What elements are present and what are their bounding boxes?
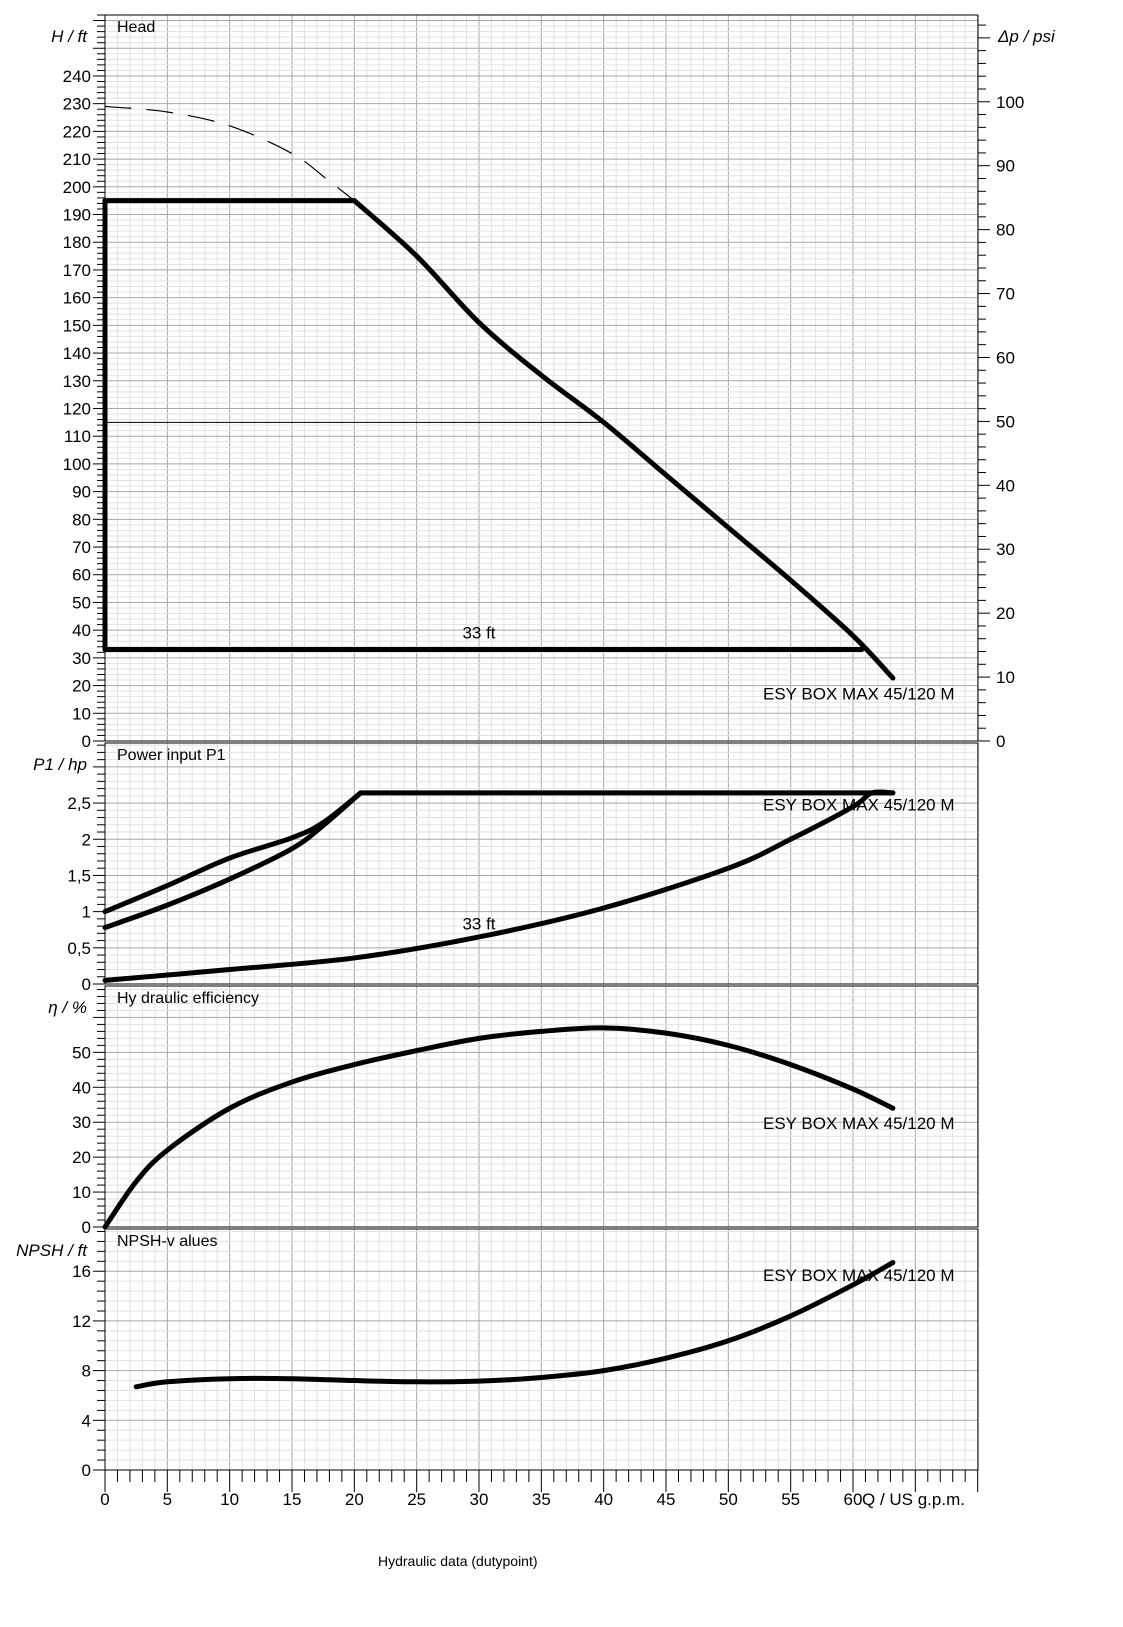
x-tick-label: 20 [345, 1490, 364, 1509]
curve-annotation: 33 ft [462, 915, 495, 934]
y-axis-label: P1 / hp [33, 755, 87, 774]
y-tick-label: 190 [63, 206, 91, 225]
y-tick-label: 180 [63, 233, 91, 252]
y-tick-label: 40 [72, 1078, 91, 1097]
x-tick-label: 5 [163, 1490, 172, 1509]
curve-esy-box-max-45-120-m-max-speed-extrapolated- [104, 105, 355, 202]
y-tick-label: 200 [63, 178, 91, 197]
y-tick-label: 50 [72, 593, 91, 612]
y-tick-label: 2 [82, 830, 91, 849]
panel-frame [104, 742, 979, 985]
y-tick-label: 70 [72, 538, 91, 557]
y-tick-label: 50 [72, 1043, 91, 1062]
y-tick-label: 30 [72, 649, 91, 668]
curve-33-ft [102, 789, 896, 983]
y-tick-label: 60 [72, 566, 91, 585]
right-y-tick-label: 30 [996, 540, 1015, 559]
y-tick-label: 12 [72, 1312, 91, 1331]
y-tick-label: 0,5 [67, 939, 91, 958]
curve-annotation: ESY BOX MAX 45/120 M [763, 1114, 955, 1133]
x-tick-label: 55 [781, 1490, 800, 1509]
y-tick-label: 0 [82, 1461, 91, 1480]
y-tick-label: 1 [82, 903, 91, 922]
y-tick-label: 160 [63, 289, 91, 308]
y-tick-label: 100 [63, 455, 91, 474]
curve-annotation: 33 ft [462, 623, 495, 642]
y-tick-label: 20 [72, 677, 91, 696]
y-tick-label: 10 [72, 1183, 91, 1202]
panel-title: Hy draulic efficiency [117, 990, 259, 1007]
y-axis-label: η / % [48, 998, 87, 1017]
curve-annotation: ESY BOX MAX 45/120 M [763, 684, 955, 703]
curve-esy-box-max-45-120-m [133, 1260, 896, 1390]
curve-annotation: ESY BOX MAX 45/120 M [763, 1266, 955, 1285]
x-tick-label: 15 [283, 1490, 302, 1509]
y-tick-label: 40 [72, 621, 91, 640]
y-tick-label: 0 [82, 975, 91, 994]
y-tick-label: 110 [64, 427, 91, 446]
y-tick-label: 230 [63, 95, 91, 114]
y-tick-label: 16 [72, 1262, 91, 1281]
x-tick-label: 25 [407, 1490, 426, 1509]
right-y-tick-label: 60 [996, 348, 1015, 367]
curve-lower [102, 790, 364, 931]
y-tick-label: 4 [82, 1411, 91, 1430]
curve-annotation: ESY BOX MAX 45/120 M [763, 795, 955, 814]
right-y-tick-label: 40 [996, 476, 1015, 495]
right-y-tick-label: 10 [996, 668, 1015, 687]
y-tick-label: 30 [72, 1113, 91, 1132]
axes [93, 14, 990, 1492]
right-y-tick-label: 100 [996, 93, 1024, 112]
grid [104, 14, 979, 1471]
x-tick-label: 60 [844, 1490, 863, 1509]
panel-title: Head [117, 19, 155, 36]
y-tick-label: 220 [63, 122, 91, 141]
curves [102, 105, 896, 1390]
x-tick-label: 45 [657, 1490, 676, 1509]
labels: 0102030405060708090100110120130140150160… [16, 19, 1056, 1509]
y-tick-label: 0 [82, 1218, 91, 1237]
y-axis-label: H / ft [51, 27, 88, 46]
footer-label: Hydraulic data (dutypoint) [378, 1553, 538, 1569]
panel-title: NPSH-v alues [117, 1233, 217, 1250]
x-tick-label: 50 [719, 1490, 738, 1509]
y-axis-label: NPSH / ft [16, 1241, 88, 1260]
curve-esy-box-max-45-120-m [102, 1025, 896, 1230]
y-tick-label: 80 [72, 510, 91, 529]
right-y-tick-label: 50 [996, 412, 1015, 431]
y-tick-label: 10 [72, 704, 91, 723]
y-tick-label: 2,5 [67, 794, 91, 813]
y-tick-label: 130 [63, 372, 91, 391]
y-tick-label: 0 [82, 732, 91, 751]
panel-frame [104, 985, 979, 1228]
right-y-tick-label: 20 [996, 604, 1015, 623]
y-tick-label: 150 [63, 316, 91, 335]
y-tick-label: 120 [63, 399, 91, 418]
x-tick-label: 0 [100, 1490, 109, 1509]
x-tick-label: 10 [220, 1490, 239, 1509]
y-tick-label: 170 [63, 261, 91, 280]
panel-title: Power input P1 [117, 747, 226, 764]
y-tick-label: 20 [72, 1148, 91, 1167]
right-y-axis-label: Δp / psi [997, 27, 1056, 46]
right-y-tick-label: 90 [996, 157, 1015, 176]
x-tick-label: 40 [594, 1490, 613, 1509]
y-tick-label: 210 [63, 150, 91, 169]
y-tick-label: 8 [82, 1362, 91, 1381]
x-axis-label: Q / US g.p.m. [862, 1490, 965, 1509]
y-tick-label: 90 [72, 483, 91, 502]
right-y-tick-label: 80 [996, 221, 1015, 240]
y-tick-label: 240 [63, 67, 91, 86]
right-y-tick-label: 70 [996, 285, 1015, 304]
curve-esy-box-max-45-120-m [351, 198, 896, 681]
x-tick-label: 35 [532, 1490, 551, 1509]
x-tick-label: 30 [470, 1490, 489, 1509]
y-tick-label: 140 [63, 344, 91, 363]
y-tick-label: 1,5 [67, 866, 91, 885]
right-y-tick-label: 0 [996, 732, 1005, 751]
